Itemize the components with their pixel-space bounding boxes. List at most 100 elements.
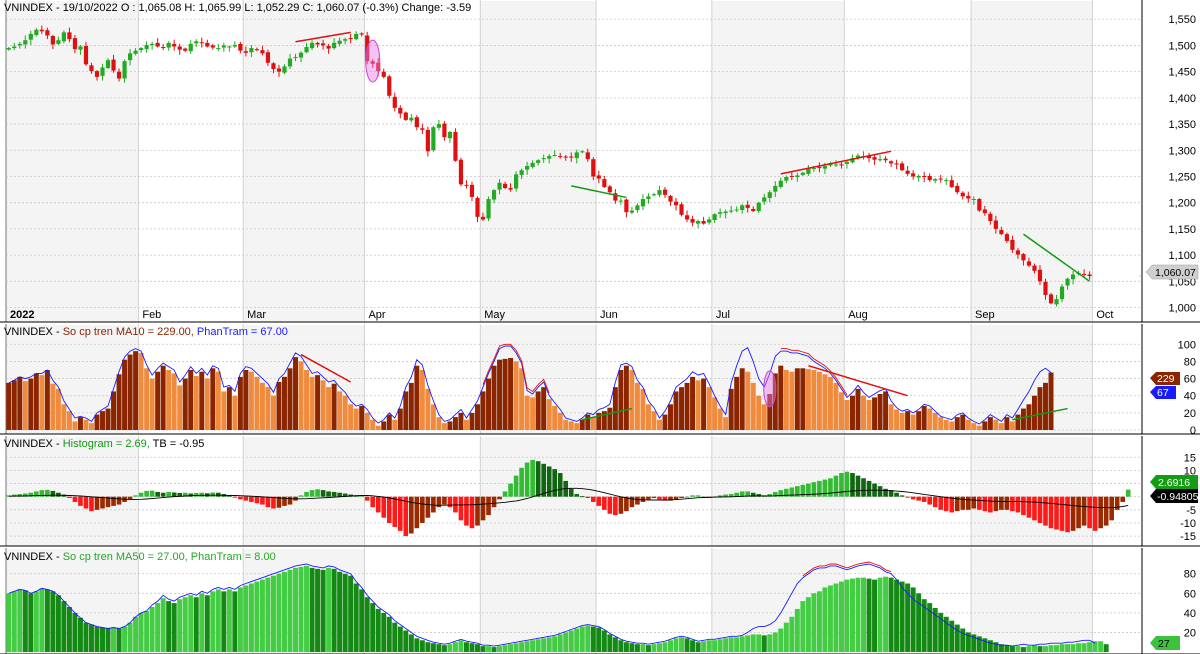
ma10-pct-tag: 67	[1150, 386, 1176, 399]
ma10-bar	[993, 419, 999, 430]
ma10-bar	[28, 378, 34, 430]
histogram-bar	[999, 496, 1004, 510]
ma10-bar	[144, 368, 150, 430]
candle-body	[425, 129, 430, 152]
month-label: May	[484, 309, 505, 321]
histogram-bar	[227, 495, 232, 497]
candle-body	[905, 170, 910, 174]
candle-body	[624, 199, 629, 213]
ma50-bar	[861, 577, 866, 652]
ma10-bar	[827, 376, 833, 430]
ma10-bar	[177, 385, 183, 430]
ma10-trend-green	[1012, 407, 1068, 421]
panel-3-ytick: 60	[1184, 588, 1196, 600]
ma10-bar	[640, 388, 646, 430]
ma10-bar	[987, 417, 993, 430]
ma50-bar	[359, 589, 365, 652]
histogram-bar	[34, 491, 39, 497]
month-label: 2022	[10, 309, 34, 321]
ma50-bar	[177, 599, 183, 652]
ma10-bar	[932, 412, 938, 430]
histogram-bar	[861, 478, 866, 497]
ma50-bar	[248, 583, 254, 652]
histogram-bar	[425, 496, 431, 518]
ma50-bar	[237, 587, 243, 652]
histogram-bar	[359, 495, 365, 497]
ma10-bar	[452, 417, 458, 430]
histogram-bar	[1092, 496, 1098, 531]
candle-body	[850, 158, 855, 163]
ma10-bar	[243, 370, 249, 430]
ma10-bar	[982, 421, 988, 430]
ma50-bar	[28, 593, 34, 652]
candle-body	[668, 195, 673, 202]
candle-body	[414, 117, 419, 128]
panel-0-band	[243, 1, 365, 322]
ma10-bar	[838, 392, 844, 430]
panel-3-ytick: 20	[1184, 627, 1196, 639]
panel-0-ytick: 1,350	[1168, 119, 1196, 131]
histogram-bar	[497, 496, 502, 500]
ma10-bar	[833, 382, 839, 430]
ma50-bar	[210, 591, 216, 652]
ma50-bar	[645, 645, 651, 652]
ma50-bar	[816, 591, 822, 652]
ma10-bar	[293, 357, 298, 430]
candle-body	[883, 158, 888, 161]
candle-body	[116, 71, 122, 79]
candle-body	[89, 65, 94, 72]
ma10-bar	[816, 371, 822, 430]
ma10-bar	[772, 373, 778, 430]
ma50-bar	[905, 583, 911, 652]
ma50-bar	[309, 567, 315, 652]
ma10-bar	[22, 381, 28, 430]
candle-body	[795, 175, 800, 178]
histogram-bar	[651, 496, 657, 498]
ma10-bar	[916, 411, 922, 430]
ma50-bar	[756, 634, 762, 652]
histogram-bar	[276, 496, 282, 508]
candle-body	[210, 45, 215, 48]
ma50-bar	[778, 628, 784, 652]
candle-body	[514, 174, 519, 189]
ma10-red-line	[482, 343, 550, 394]
ma10-bar	[414, 365, 420, 430]
ma50-bar	[11, 591, 17, 652]
candle-body	[817, 167, 822, 169]
ma50-bar	[1009, 646, 1015, 652]
candle-body	[155, 42, 160, 47]
ma50-bar	[1020, 647, 1026, 652]
ma10-bar	[905, 411, 911, 430]
ma10-bar	[83, 419, 89, 430]
ma10-bar	[1026, 404, 1032, 430]
histogram-bar	[458, 496, 464, 521]
histogram-bar	[238, 496, 243, 500]
candle-body	[1010, 239, 1015, 250]
macd-hist-label: 2.6916	[1158, 477, 1190, 489]
ma50-bar	[612, 637, 618, 652]
ma50-bar	[932, 607, 938, 652]
candle-body	[282, 66, 287, 73]
candle-body	[684, 215, 690, 220]
histogram-bar	[965, 496, 971, 510]
candle-body	[475, 197, 480, 217]
candle-body	[78, 46, 83, 50]
candle-body	[166, 42, 171, 48]
histogram-bar	[927, 496, 933, 505]
histogram-bar	[1076, 496, 1081, 529]
candle-body	[866, 156, 872, 159]
ma50-bar	[811, 593, 817, 652]
candle-body	[486, 199, 491, 219]
histogram-bar	[932, 496, 938, 508]
candle-body	[376, 62, 381, 72]
ma50-bar	[668, 640, 673, 652]
histogram-bar	[304, 491, 309, 497]
ma10-bar	[232, 395, 238, 430]
panel-3-band	[6, 549, 139, 654]
ma50-bar	[827, 585, 833, 652]
histogram-bar	[833, 475, 839, 497]
candle-body	[789, 175, 794, 177]
ma50-bar	[607, 634, 613, 652]
histogram-bar	[921, 496, 927, 502]
